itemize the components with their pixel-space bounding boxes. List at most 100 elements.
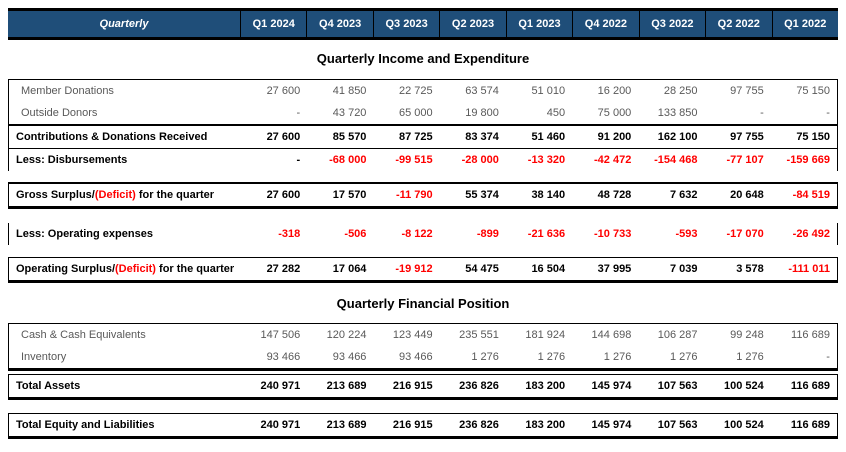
row-group: Member Donations 27 600 41 850 22 725 63 574… <box>8 79 838 171</box>
table-row-operating-surplus-deficit: Operating Surplus/(Deficit) for the quar… <box>9 258 837 280</box>
header-quarterly-label: Quarterly <box>99 18 149 30</box>
header-cell-q4-2022: Q4 2022 <box>572 11 638 37</box>
cell-value: 106 287 <box>657 329 698 341</box>
header-cell-q1-2022: Q1 2022 <box>771 11 838 37</box>
header-cell-q2-2023: Q2 2023 <box>439 11 505 37</box>
table-row-member-donations: Member Donations 27 600 41 850 22 725 63 574… <box>9 80 837 102</box>
row-label: Less: Disbursements <box>9 149 241 171</box>
cell-value: 213 689 <box>326 419 367 431</box>
cell-value: 75 000 <box>597 107 632 119</box>
row-group: Total Assets 240 971 213 689 216 915 236 826… <box>8 374 838 400</box>
header-cell-q1-2023: Q1 2023 <box>505 11 572 37</box>
label-text: Less: Operating expenses <box>16 228 153 240</box>
label-text: Operating Surplus/ <box>16 263 116 275</box>
cell-value: -99 515 <box>395 154 433 166</box>
cell-value: -318 <box>278 228 301 240</box>
cell-value: 41 850 <box>332 85 367 97</box>
cell-value: -17 070 <box>726 228 764 240</box>
cell-value: 147 506 <box>260 329 301 341</box>
label-text: Member Donations <box>21 85 114 97</box>
cell-value: 116 689 <box>790 419 830 431</box>
row-label: Member Donations <box>9 80 241 102</box>
cell-value: -19 912 <box>395 263 433 275</box>
label-text: Total Assets <box>16 380 81 392</box>
header-cell-q3-2022: Q3 2022 <box>638 11 705 37</box>
header-cell-q4-2023: Q4 2023 <box>306 11 372 37</box>
cell-value: 16 504 <box>531 263 566 275</box>
cell-value: 19 800 <box>465 107 499 119</box>
cell-value: 48 728 <box>597 189 632 201</box>
cell-value: 1 276 <box>471 351 499 363</box>
table-row-total-assets: Total Assets 240 971 213 689 216 915 236 826… <box>9 375 837 397</box>
row-label: Outside Donors <box>9 102 241 124</box>
cell-value: - <box>826 107 830 119</box>
cell-value: 450 <box>546 107 566 119</box>
cell-value: 83 374 <box>465 131 499 143</box>
cell-value: -26 492 <box>792 228 830 240</box>
label-text: Less: Disbursements <box>16 154 128 166</box>
cell-value: -506 <box>344 228 367 240</box>
cell-value: 145 974 <box>591 380 632 392</box>
cell-value: - <box>760 107 764 119</box>
row-group: Less: Operating expenses -318 -506 -8 122 -8… <box>8 223 838 245</box>
cell-value: - <box>296 154 301 166</box>
cell-value: 97 755 <box>730 85 764 97</box>
cell-value: 183 200 <box>525 419 566 431</box>
cell-value: -84 519 <box>792 189 830 201</box>
cell-value: 85 570 <box>332 131 367 143</box>
cell-value: 37 995 <box>597 263 632 275</box>
cell-value: -11 790 <box>395 189 433 201</box>
cell-value: 51 010 <box>531 85 566 97</box>
table-row-inventory: Inventory 93 466 93 466 93 466 1 276 1 276 1 2… <box>9 346 837 368</box>
cell-value: 116 689 <box>791 329 830 341</box>
row-label: Gross Surplus/(Deficit) for the quarter <box>9 184 241 206</box>
cell-value: 120 224 <box>326 329 367 341</box>
table-row-cash-cash-equivalents: Cash & Cash Equivalents 147 506 120 224 123… <box>9 324 837 346</box>
cell-value: 55 374 <box>465 189 499 201</box>
cell-value: 145 974 <box>591 419 632 431</box>
cell-value: -899 <box>476 228 499 240</box>
cell-value: 20 648 <box>730 189 764 201</box>
header-cell-q1-2024: Q1 2024 <box>240 11 306 37</box>
cell-value: 43 720 <box>332 107 367 119</box>
section-title: Quarterly Financial Position <box>336 296 510 311</box>
cell-value: 107 563 <box>657 419 698 431</box>
cell-value: -10 733 <box>594 228 632 240</box>
header-cell-q2-2022: Q2 2022 <box>705 11 771 37</box>
cell-value: 107 563 <box>657 380 698 392</box>
cell-value: 91 200 <box>597 131 632 143</box>
cell-value: -21 636 <box>527 228 566 240</box>
label-text: Gross Surplus/ <box>16 189 95 201</box>
cell-value: 240 971 <box>260 419 301 431</box>
row-label: Contributions & Donations Received <box>9 126 241 148</box>
label-deficit-text: (Deficit) <box>115 263 156 275</box>
report-body: Quarterly Income and Expenditure Member D… <box>8 48 838 439</box>
row-group: Gross Surplus/(Deficit) for the quarter 2… <box>8 182 838 209</box>
cell-value: -42 472 <box>594 154 632 166</box>
table-row-gross-surplus-deficit: Gross Surplus/(Deficit) for the quarter 2… <box>9 184 837 206</box>
cell-value: 27 600 <box>266 85 301 97</box>
cell-value: 183 200 <box>525 380 566 392</box>
cell-value: -154 468 <box>654 154 698 166</box>
cell-value: 100 524 <box>723 380 764 392</box>
header-cell-q3-2023: Q3 2023 <box>372 11 439 37</box>
row-group: Total Equity and Liabilities 240 971 213 6… <box>8 413 838 439</box>
cell-value: 1 276 <box>537 351 566 363</box>
cell-value: 144 698 <box>591 329 632 341</box>
row-label: Cash & Cash Equivalents <box>9 324 241 346</box>
cell-value: 97 755 <box>730 131 764 143</box>
cell-value: -13 320 <box>527 154 566 166</box>
cell-value: 100 524 <box>723 419 764 431</box>
cell-value: 181 924 <box>525 329 566 341</box>
row-label: Total Assets <box>9 375 241 397</box>
cell-value: 240 971 <box>260 380 301 392</box>
cell-value: 51 460 <box>531 131 566 143</box>
cell-value: 27 600 <box>266 189 301 201</box>
table-row-less-operating-expenses: Less: Operating expenses -318 -506 -8 122 -8… <box>9 223 837 245</box>
cell-value: 213 689 <box>326 380 367 392</box>
cell-value: 1 276 <box>736 351 764 363</box>
label-text: Cash & Cash Equivalents <box>21 329 146 341</box>
cell-value: 75 150 <box>796 131 830 143</box>
cell-value: 93 466 <box>332 351 367 363</box>
